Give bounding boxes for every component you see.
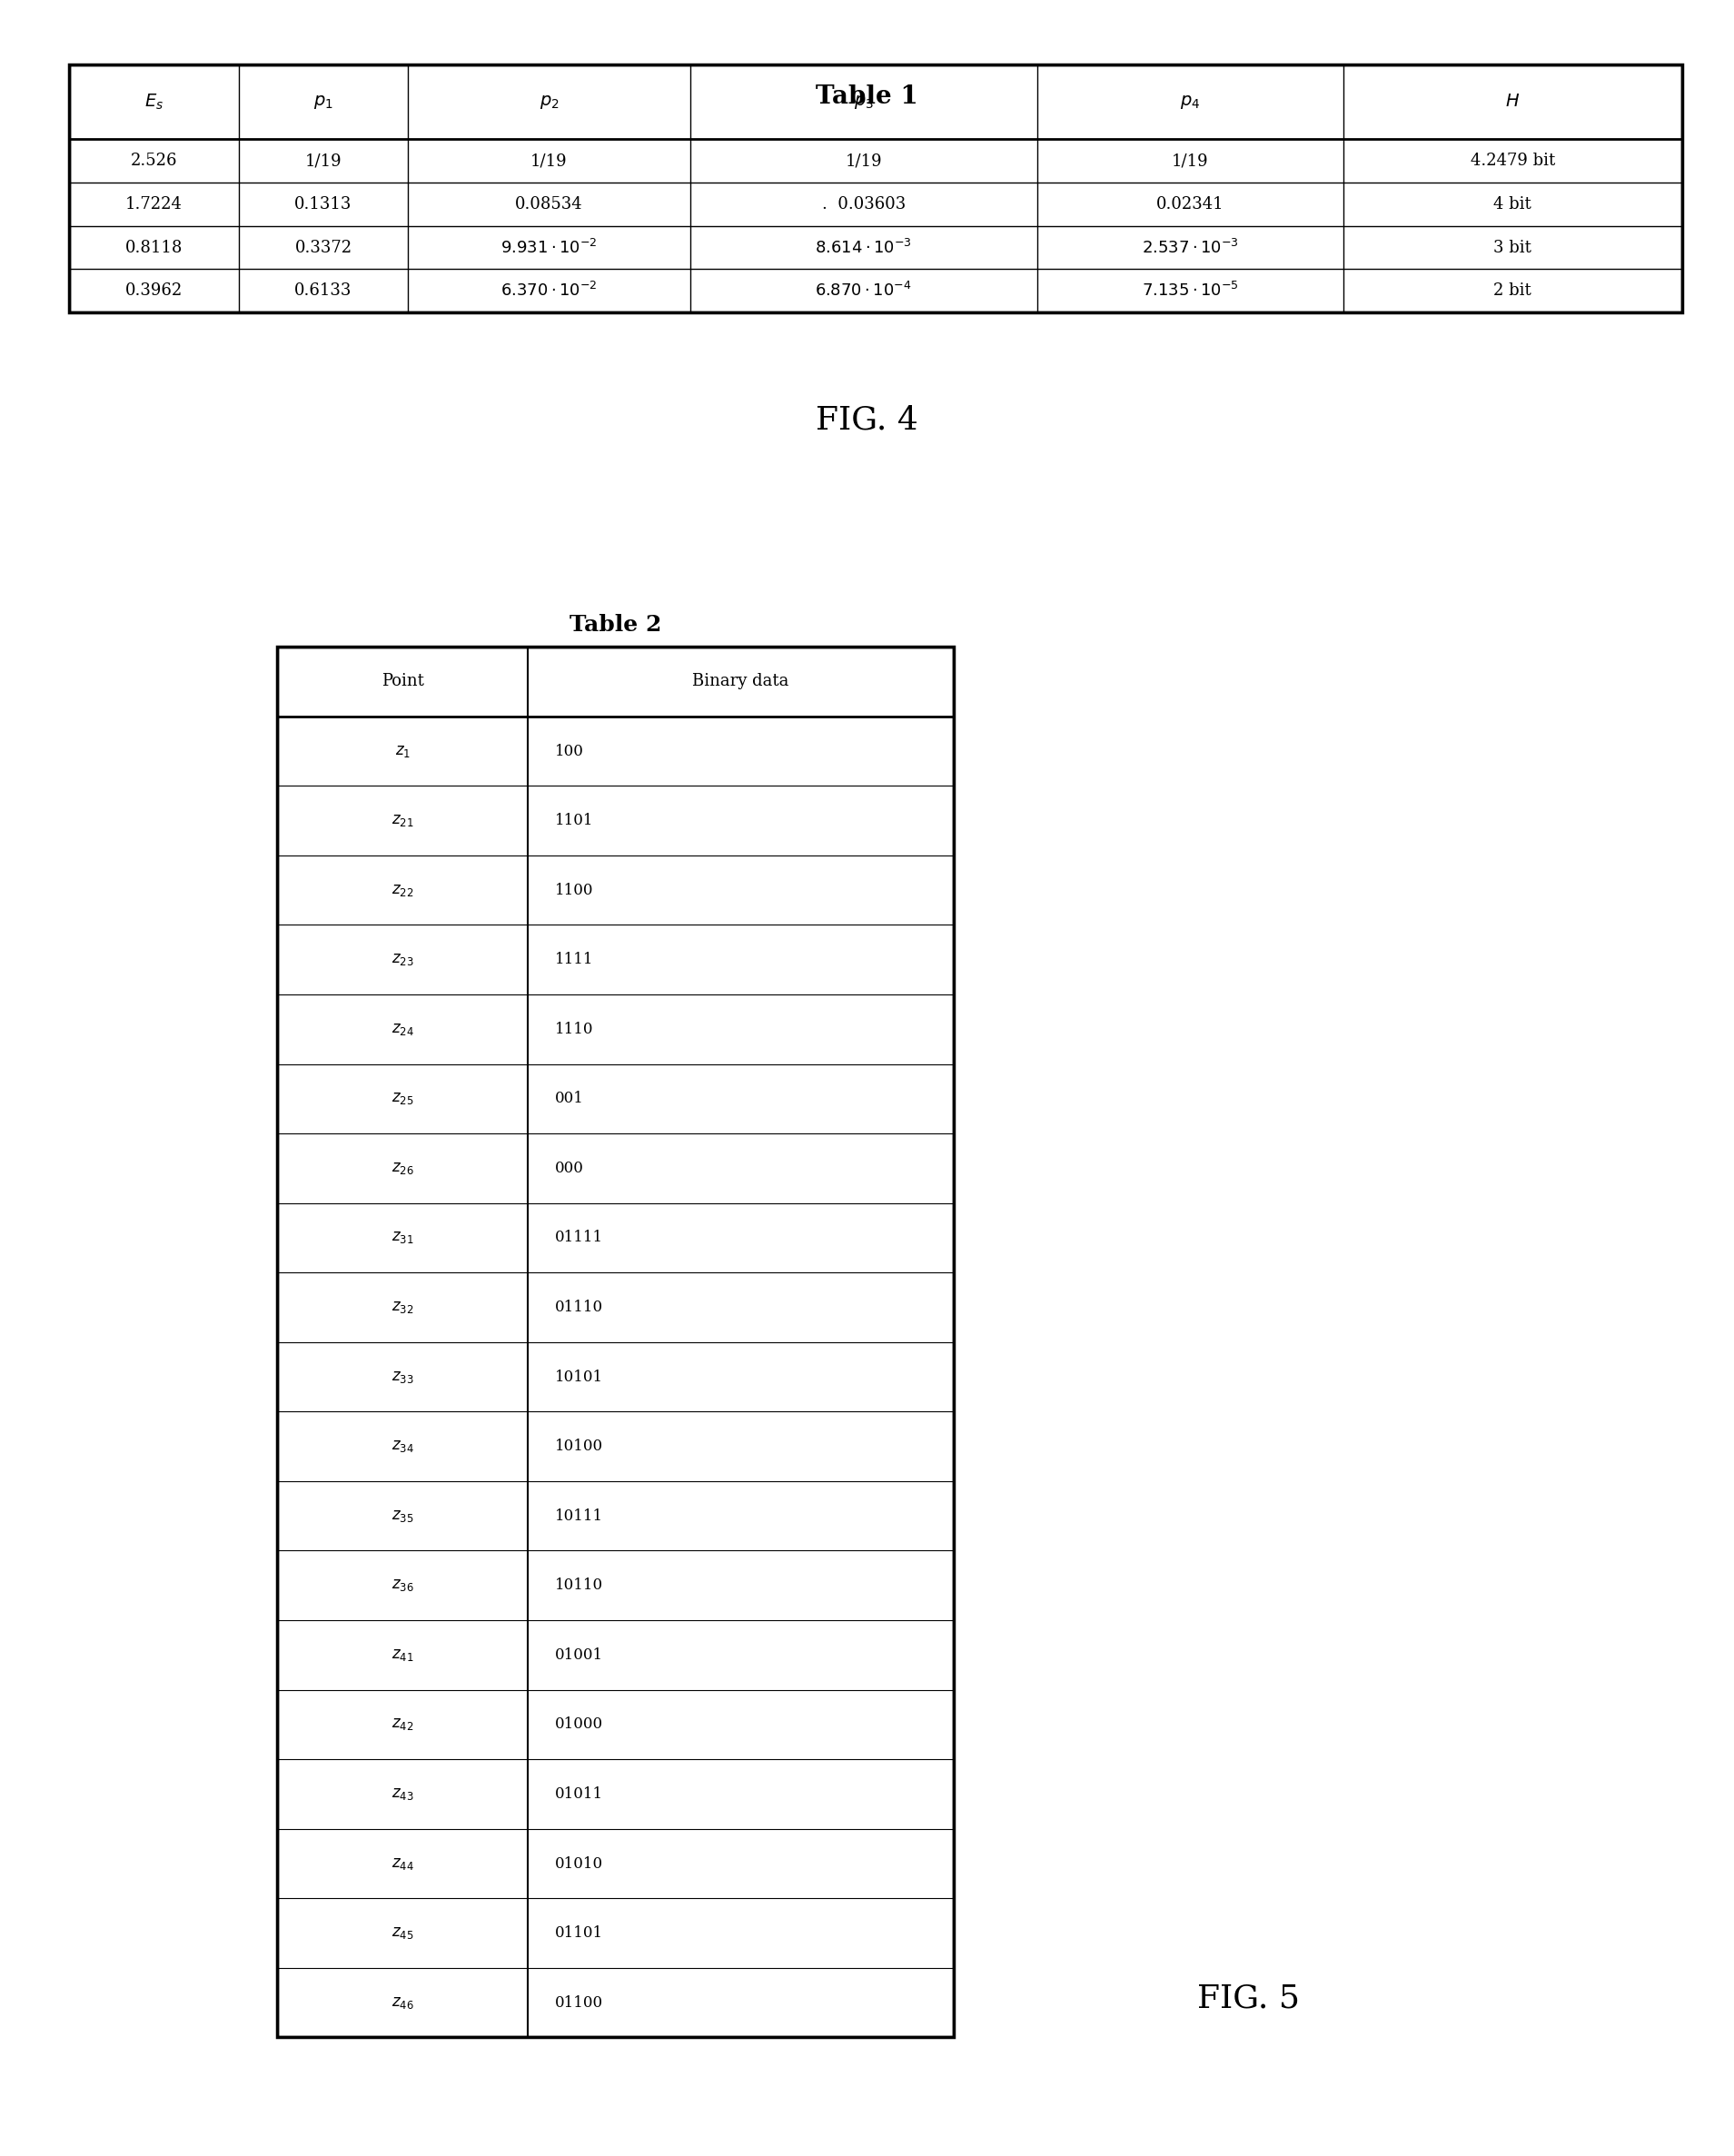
Text: 4 bit: 4 bit [1493,196,1531,211]
Text: $z_{31}$: $z_{31}$ [392,1231,414,1246]
Text: 0.1313: 0.1313 [295,196,352,211]
Text: $H$: $H$ [1505,93,1521,110]
Text: 1101: 1101 [555,813,593,828]
Text: 1.7224: 1.7224 [125,196,182,211]
Text: .  0.03603: . 0.03603 [822,196,905,211]
Text: 1/19: 1/19 [1172,153,1209,168]
Text: $z_{44}$: $z_{44}$ [392,1856,414,1871]
Text: 1110: 1110 [555,1022,593,1037]
Text: 1/19: 1/19 [305,153,342,168]
Text: 0.3372: 0.3372 [295,239,352,257]
Text: 000: 000 [555,1160,584,1175]
Text: $p_4$: $p_4$ [1181,93,1200,110]
Text: 01001: 01001 [555,1647,603,1662]
Text: 0.3962: 0.3962 [125,282,182,300]
Text: $z_{26}$: $z_{26}$ [392,1160,414,1175]
Text: $8.614 \cdot 10^{-3}$: $8.614 \cdot 10^{-3}$ [815,239,912,257]
Text: 10101: 10101 [555,1369,603,1384]
Text: $9.931 \cdot 10^{-2}$: $9.931 \cdot 10^{-2}$ [501,239,598,257]
Text: $z_{46}$: $z_{46}$ [392,1994,414,2009]
Text: 01010: 01010 [555,1856,603,1871]
Text: $z_{41}$: $z_{41}$ [392,1647,414,1662]
Text: $z_{24}$: $z_{24}$ [392,1022,414,1037]
Text: $E_s$: $E_s$ [144,93,163,112]
Text: $7.135 \cdot 10^{-5}$: $7.135 \cdot 10^{-5}$ [1141,282,1238,300]
Text: 01100: 01100 [555,1994,603,2009]
Text: 01110: 01110 [555,1300,603,1315]
Text: 01111: 01111 [555,1231,603,1246]
Text: Point: Point [381,673,423,690]
Text: $z_{25}$: $z_{25}$ [392,1091,414,1106]
Text: FIG. 4: FIG. 4 [815,405,919,436]
Text: 01011: 01011 [555,1787,603,1802]
Text: $6.370 \cdot 10^{-2}$: $6.370 \cdot 10^{-2}$ [501,282,598,300]
Text: 10100: 10100 [555,1438,603,1453]
Text: $6.870 \cdot 10^{-4}$: $6.870 \cdot 10^{-4}$ [815,282,912,300]
Text: 0.02341: 0.02341 [1157,196,1224,211]
Text: $z_{32}$: $z_{32}$ [392,1300,414,1315]
Text: 2 bit: 2 bit [1493,282,1531,300]
Text: 4.2479 bit: 4.2479 bit [1470,153,1555,168]
Text: FIG. 5: FIG. 5 [1196,1984,1300,2014]
Text: Table 2: Table 2 [569,614,662,636]
Text: $z_{45}$: $z_{45}$ [392,1925,414,1940]
Text: 0.08534: 0.08534 [515,196,583,211]
Text: Binary data: Binary data [692,673,789,690]
Text: $z_{35}$: $z_{35}$ [392,1509,414,1524]
Text: 3 bit: 3 bit [1493,239,1531,257]
Text: 10110: 10110 [555,1578,603,1593]
Text: 0.8118: 0.8118 [125,239,182,257]
Text: $p_2$: $p_2$ [539,93,558,110]
Text: $p_3$: $p_3$ [853,93,874,110]
Text: 1111: 1111 [555,953,593,968]
Text: $z_{21}$: $z_{21}$ [392,813,414,828]
Text: $p_1$: $p_1$ [314,93,333,110]
Text: $z_{34}$: $z_{34}$ [392,1438,414,1453]
Text: $z_1$: $z_1$ [395,744,411,759]
Text: $z_{43}$: $z_{43}$ [392,1787,414,1802]
Text: $z_{42}$: $z_{42}$ [392,1716,414,1731]
Text: $2.537 \cdot 10^{-3}$: $2.537 \cdot 10^{-3}$ [1141,239,1238,257]
Text: 100: 100 [555,744,584,759]
Text: $z_{22}$: $z_{22}$ [392,882,414,897]
Text: 1/19: 1/19 [531,153,567,168]
Text: 0.6133: 0.6133 [295,282,352,300]
Text: 01000: 01000 [555,1716,603,1731]
Text: 1/19: 1/19 [844,153,883,168]
Text: $z_{23}$: $z_{23}$ [392,953,414,968]
Text: 001: 001 [555,1091,584,1106]
Text: 10111: 10111 [555,1509,603,1524]
Text: 1100: 1100 [555,882,593,897]
Text: Table 1: Table 1 [815,84,919,110]
Text: $z_{33}$: $z_{33}$ [392,1369,414,1384]
Text: $z_{36}$: $z_{36}$ [392,1578,414,1593]
Text: 01101: 01101 [555,1925,603,1940]
Text: 2.526: 2.526 [130,153,177,168]
